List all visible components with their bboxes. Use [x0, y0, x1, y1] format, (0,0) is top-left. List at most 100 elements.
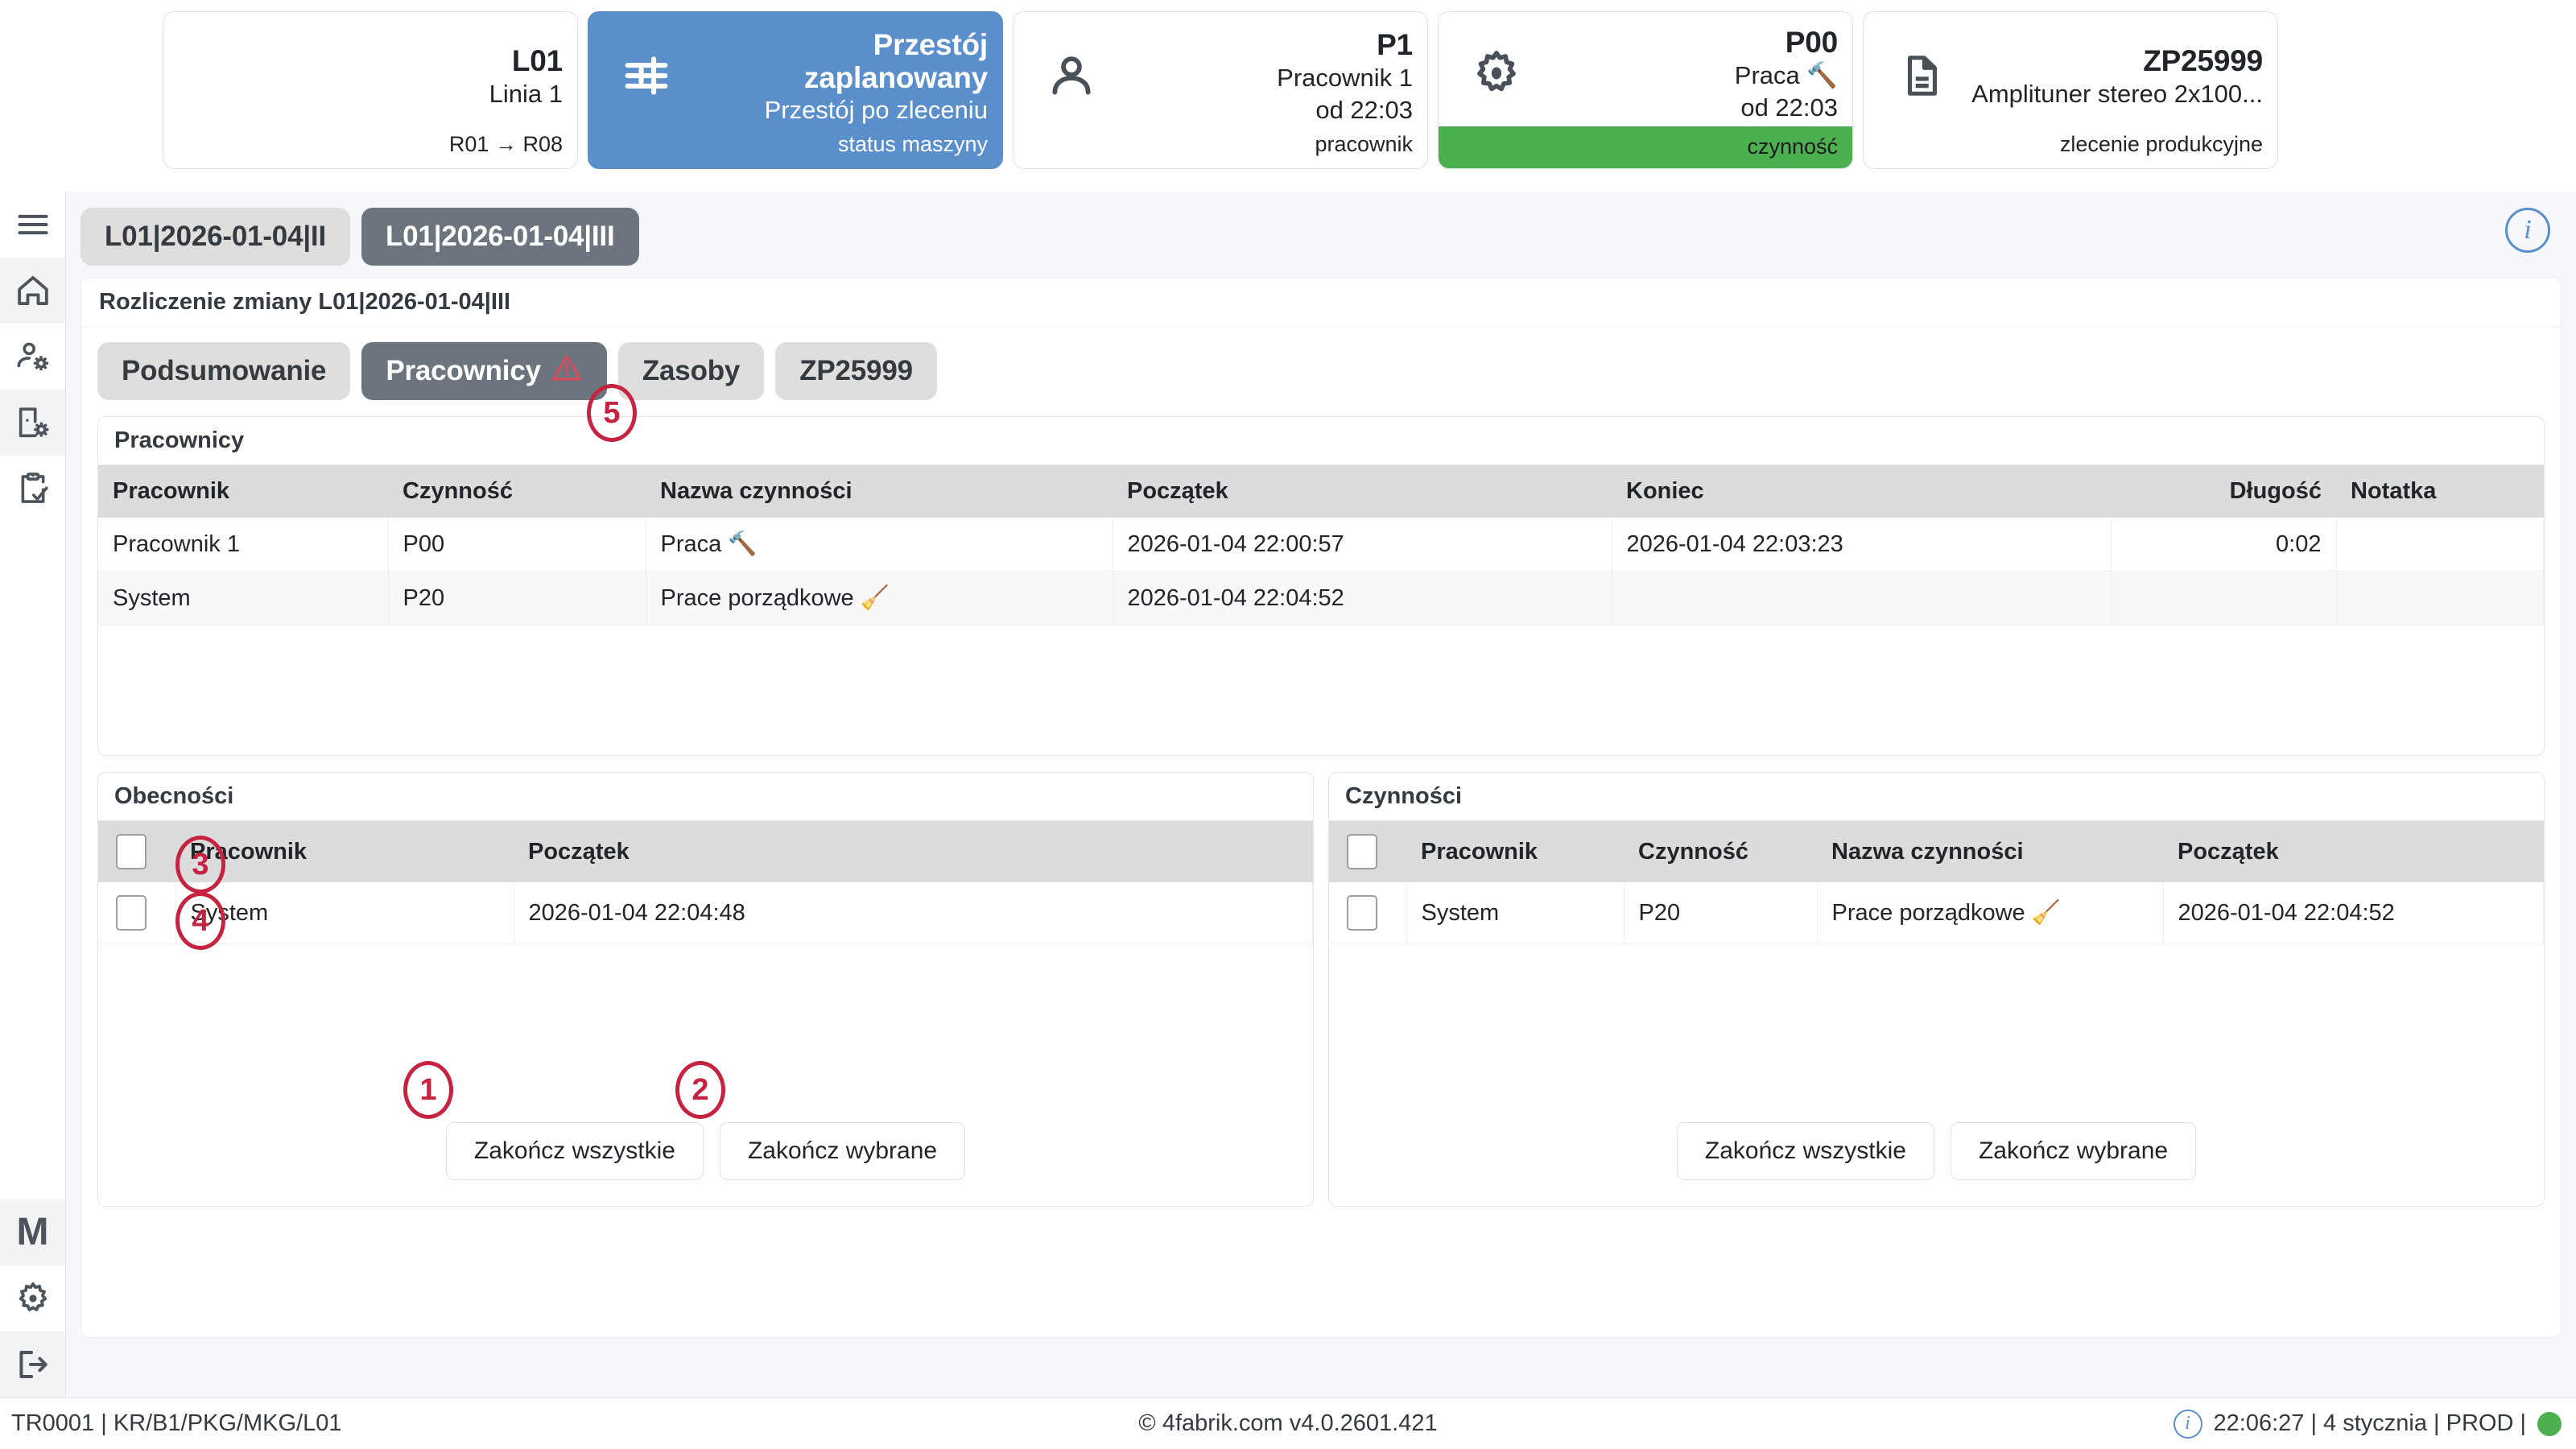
- cell-dlugosc: 0:02: [2111, 518, 2337, 572]
- info-icon[interactable]: i: [2505, 208, 2550, 253]
- cell-czynnosc: P20: [1624, 882, 1818, 944]
- col-poczatek[interactable]: Początek: [2163, 821, 2544, 882]
- cell-nazwa: Prace porządkowe 🧹: [1817, 882, 2164, 944]
- col-nazwa-czynnosci[interactable]: Nazwa czynności: [646, 465, 1113, 518]
- czynnosci-zakoncz-wybrane[interactable]: Zakończ wybrane: [1950, 1122, 2197, 1180]
- section-tab-bar: Podsumowanie Pracownicy Z: [97, 342, 2545, 442]
- obecnosci-table-wrap: Pracownik Początek Syst: [98, 821, 1313, 950]
- czynnosci-zakoncz-wszystkie[interactable]: Zakończ wszystkie: [1676, 1122, 1934, 1180]
- czynnosci-table-wrap: Pracownik Czynność Nazwa czynności Począ…: [1329, 821, 2544, 944]
- col-koniec[interactable]: Koniec: [1612, 465, 2111, 518]
- machine-title: L01: [511, 44, 563, 78]
- annotation-badge-4: 4: [175, 892, 225, 950]
- worker-since: od 22:03: [1315, 95, 1413, 124]
- czynnosci-row-checkbox-cell: [1329, 882, 1407, 944]
- pracownicy-table: Pracownik Czynność Nazwa czynności Począ…: [98, 465, 2544, 625]
- col-poczatek[interactable]: Początek: [1113, 465, 1612, 518]
- subtab-pracownicy[interactable]: Pracownicy: [361, 342, 607, 400]
- left-nav-rail: M: [0, 192, 66, 1397]
- subtab-zp25999[interactable]: ZP25999: [775, 342, 937, 400]
- machine-settings-icon[interactable]: [0, 390, 65, 456]
- machine-subtitle: Linia 1: [489, 79, 563, 108]
- order-subtitle: Amplituner stereo 2x100...: [1971, 79, 2263, 108]
- col-notatka[interactable]: Notatka: [2336, 465, 2544, 518]
- obecnosci-header-row: Pracownik Początek: [98, 821, 1313, 882]
- menu-icon[interactable]: [0, 192, 65, 258]
- worker-footer: pracownik: [1315, 131, 1413, 156]
- cell-czynnosc: P00: [388, 518, 646, 572]
- status-card-order[interactable]: ZP25999 Amplituner stereo 2x100... zlece…: [1863, 11, 2278, 169]
- col-czynnosc[interactable]: Czynność: [1624, 821, 1817, 882]
- machine-card-text: L01 Linia 1: [265, 41, 564, 109]
- sliders-icon: [603, 51, 690, 101]
- col-poczatek[interactable]: Początek: [514, 821, 1313, 882]
- cell-poczatek: 2026-01-04 22:04:52: [1113, 571, 1612, 625]
- status-card-machine-status[interactable]: Przestój zaplanowany Przestój po zleceni…: [588, 11, 1003, 169]
- footer-right-text: 22:06:27 | 4 stycznia | PROD |: [2213, 1410, 2527, 1436]
- logout-icon[interactable]: [0, 1331, 65, 1397]
- cell-pracownik: Pracownik 1: [98, 518, 389, 572]
- status-subtitle: Przestój po zleceniu: [764, 96, 988, 125]
- worker-card-body: P1 Pracownik 1 od 22:03: [1013, 12, 1427, 131]
- footer-left-text: TR0001 | KR/B1/PKG/MKG/L01: [11, 1410, 342, 1436]
- machine-card-body: L01 Linia 1: [163, 12, 577, 131]
- obecnosci-table-head: Pracownik Początek: [98, 821, 1313, 882]
- cell-pracownik: System: [98, 571, 389, 625]
- obecnosci-header-checkbox[interactable]: [116, 834, 147, 869]
- czynnosci-table-head: Pracownik Czynność Nazwa czynności Począ…: [1329, 821, 2544, 882]
- table-row[interactable]: System P20 Prace porządkowe 🧹 2026-01-04…: [98, 571, 2544, 625]
- shift-settlement-body: Podsumowanie Pracownicy Z: [81, 328, 2561, 1207]
- status-card-activity[interactable]: P00 Praca 🔨 od 22:03 czynność: [1438, 11, 1853, 169]
- obecnosci-zakoncz-wybrane[interactable]: Zakończ wybrane: [719, 1122, 966, 1180]
- cell-poczatek: 2026-01-04 22:04:48: [514, 882, 1313, 944]
- obecnosci-row-checkbox-cell: [98, 882, 176, 944]
- czynnosci-actions: Zakończ wszystkie Zakończ wybrane: [1329, 1122, 2544, 1206]
- shift-tab-1[interactable]: L01|2026-01-04|II: [80, 208, 350, 266]
- person-settings-icon[interactable]: [0, 324, 65, 390]
- order-card-body: ZP25999 Amplituner stereo 2x100...: [1864, 12, 2277, 131]
- col-pracownik[interactable]: Pracownik: [98, 465, 388, 518]
- col-pracownik[interactable]: Pracownik: [1406, 821, 1624, 882]
- cell-dlugosc: [2111, 571, 2337, 625]
- person-icon: [1028, 49, 1115, 102]
- status-card-worker[interactable]: P1 Pracownik 1 od 22:03 pracownik: [1013, 11, 1428, 169]
- col-pracownik[interactable]: Pracownik: [175, 821, 514, 882]
- shift-tab-2[interactable]: L01|2026-01-04|III: [361, 208, 639, 266]
- activity-title: P00: [1785, 26, 1838, 60]
- obecnosci-zakoncz-wszystkie[interactable]: Zakończ wszystkie: [445, 1122, 704, 1180]
- activity-footer-badge: czynność: [1439, 126, 1852, 168]
- activity-card-text: P00 Praca 🔨 od 22:03: [1540, 23, 1838, 123]
- gear-icon[interactable]: [0, 1265, 65, 1331]
- cell-koniec: 2026-01-04 22:03:23: [1612, 518, 2112, 572]
- status-card-machine[interactable]: L01 Linia 1 R01 → R08: [163, 11, 578, 169]
- col-dlugosc[interactable]: Długość: [2111, 465, 2336, 518]
- table-row[interactable]: System P20 Prace porządkowe 🧹 2026-01-04…: [1329, 882, 2544, 944]
- clipboard-check-icon[interactable]: [0, 456, 65, 522]
- status-card-body: Przestój zaplanowany Przestój po zleceni…: [588, 12, 1002, 131]
- module-m-icon[interactable]: M: [0, 1199, 65, 1265]
- rail-spacer: [0, 522, 65, 1199]
- cell-pracownik: System: [175, 882, 514, 944]
- activity-since: od 22:03: [1740, 93, 1838, 122]
- obecnosci-header-checkbox-cell: [98, 821, 175, 882]
- subtab-podsumowanie[interactable]: Podsumowanie: [97, 342, 351, 400]
- annotation-badge-3: 3: [175, 836, 225, 894]
- status-footer: TR0001 | KR/B1/PKG/MKG/L01 © 4fabrik.com…: [0, 1397, 2576, 1449]
- subtab-zasoby[interactable]: Zasoby: [617, 342, 765, 400]
- czynnosci-row-checkbox[interactable]: [1347, 895, 1377, 931]
- subtab-zp25999-label: ZP25999: [799, 355, 913, 386]
- obecnosci-table: Pracownik Początek Syst: [98, 821, 1313, 944]
- col-nazwa-czynnosci[interactable]: Nazwa czynności: [1817, 821, 2163, 882]
- table-row[interactable]: Pracownik 1 P00 Praca 🔨 2026-01-04 22:00…: [98, 518, 2544, 572]
- col-czynnosc[interactable]: Czynność: [388, 465, 646, 518]
- home-icon[interactable]: [0, 258, 65, 324]
- footer-info-icon[interactable]: i: [2173, 1409, 2202, 1439]
- shift-settlement-card: Rozliczenie zmiany L01|2026-01-04|III Po…: [80, 277, 2562, 1338]
- activity-card-body: P00 Praca 🔨 od 22:03: [1439, 12, 1852, 126]
- pracownicy-table-head: Pracownik Czynność Nazwa czynności Począ…: [98, 465, 2544, 518]
- table-row[interactable]: System 2026-01-04 22:04:48: [98, 882, 1313, 944]
- worker-title: P1: [1377, 28, 1413, 62]
- module-m-label: M: [16, 1211, 49, 1253]
- czynnosci-header-checkbox[interactable]: [1347, 834, 1377, 869]
- obecnosci-row-checkbox[interactable]: [116, 895, 147, 931]
